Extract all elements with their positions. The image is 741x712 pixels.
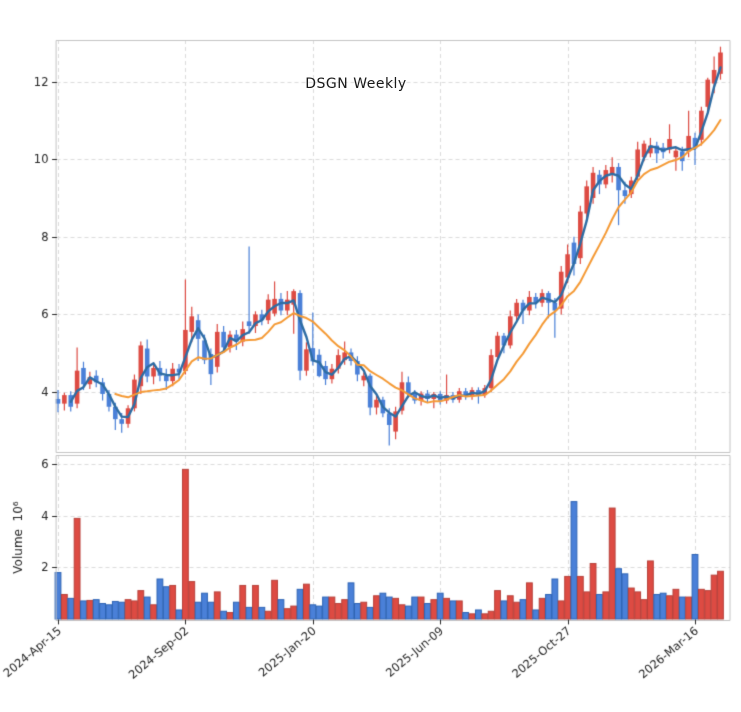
chart-inner-annotation: DSGN Weekly — [305, 76, 407, 92]
